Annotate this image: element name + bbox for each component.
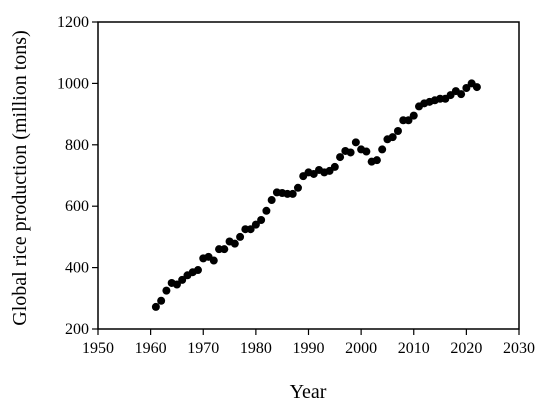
data-point <box>267 196 276 205</box>
y-tick-label: 400 <box>65 260 89 277</box>
data-point <box>362 147 371 156</box>
data-point <box>157 296 166 305</box>
y-axis-title: Global rice production (million tons) <box>9 30 31 326</box>
data-point <box>472 83 481 92</box>
y-tick-label: 1000 <box>57 75 89 92</box>
data-point <box>220 245 229 254</box>
data-point <box>351 138 360 147</box>
data-point <box>404 116 413 125</box>
x-tick-label: 1970 <box>187 340 219 357</box>
data-point <box>230 239 239 248</box>
x-tick-label: 1990 <box>293 340 325 357</box>
data-point <box>457 90 466 99</box>
data-point <box>262 206 271 215</box>
data-point <box>288 189 297 198</box>
y-tick-label: 600 <box>65 198 89 215</box>
y-axis-ticks: 200 400 600 800 1000 1200 <box>57 14 98 338</box>
data-point <box>236 232 245 241</box>
x-tick-label: 2010 <box>398 340 430 357</box>
x-tick-label: 2020 <box>450 340 482 357</box>
data-points <box>151 79 481 311</box>
data-point <box>251 220 260 229</box>
data-point <box>409 111 418 120</box>
data-point <box>336 153 345 162</box>
x-tick-label: 1960 <box>135 340 167 357</box>
data-point <box>246 225 255 234</box>
data-point <box>172 280 181 289</box>
x-axis-title: Year <box>290 381 327 403</box>
data-point <box>162 286 171 295</box>
data-point <box>393 126 402 135</box>
data-point <box>193 266 202 275</box>
y-tick-label: 1200 <box>57 14 89 31</box>
x-axis-ticks: 1950 1960 1970 1980 1990 2000 2010 2020 2030 <box>82 329 535 357</box>
x-tick-label: 1980 <box>240 340 272 357</box>
data-point <box>330 162 339 171</box>
data-point <box>346 148 355 157</box>
data-point <box>151 302 160 311</box>
x-tick-label: 1950 <box>82 340 114 357</box>
x-tick-label: 2000 <box>345 340 377 357</box>
data-point <box>378 145 387 154</box>
data-point <box>372 156 381 165</box>
data-point <box>209 256 218 265</box>
data-point <box>462 84 471 93</box>
data-point <box>293 183 302 192</box>
data-point <box>257 216 266 225</box>
y-tick-label: 200 <box>65 321 89 338</box>
data-point <box>178 275 187 284</box>
x-tick-label: 2030 <box>503 340 535 357</box>
data-point <box>388 133 397 142</box>
y-tick-label: 800 <box>65 137 89 154</box>
